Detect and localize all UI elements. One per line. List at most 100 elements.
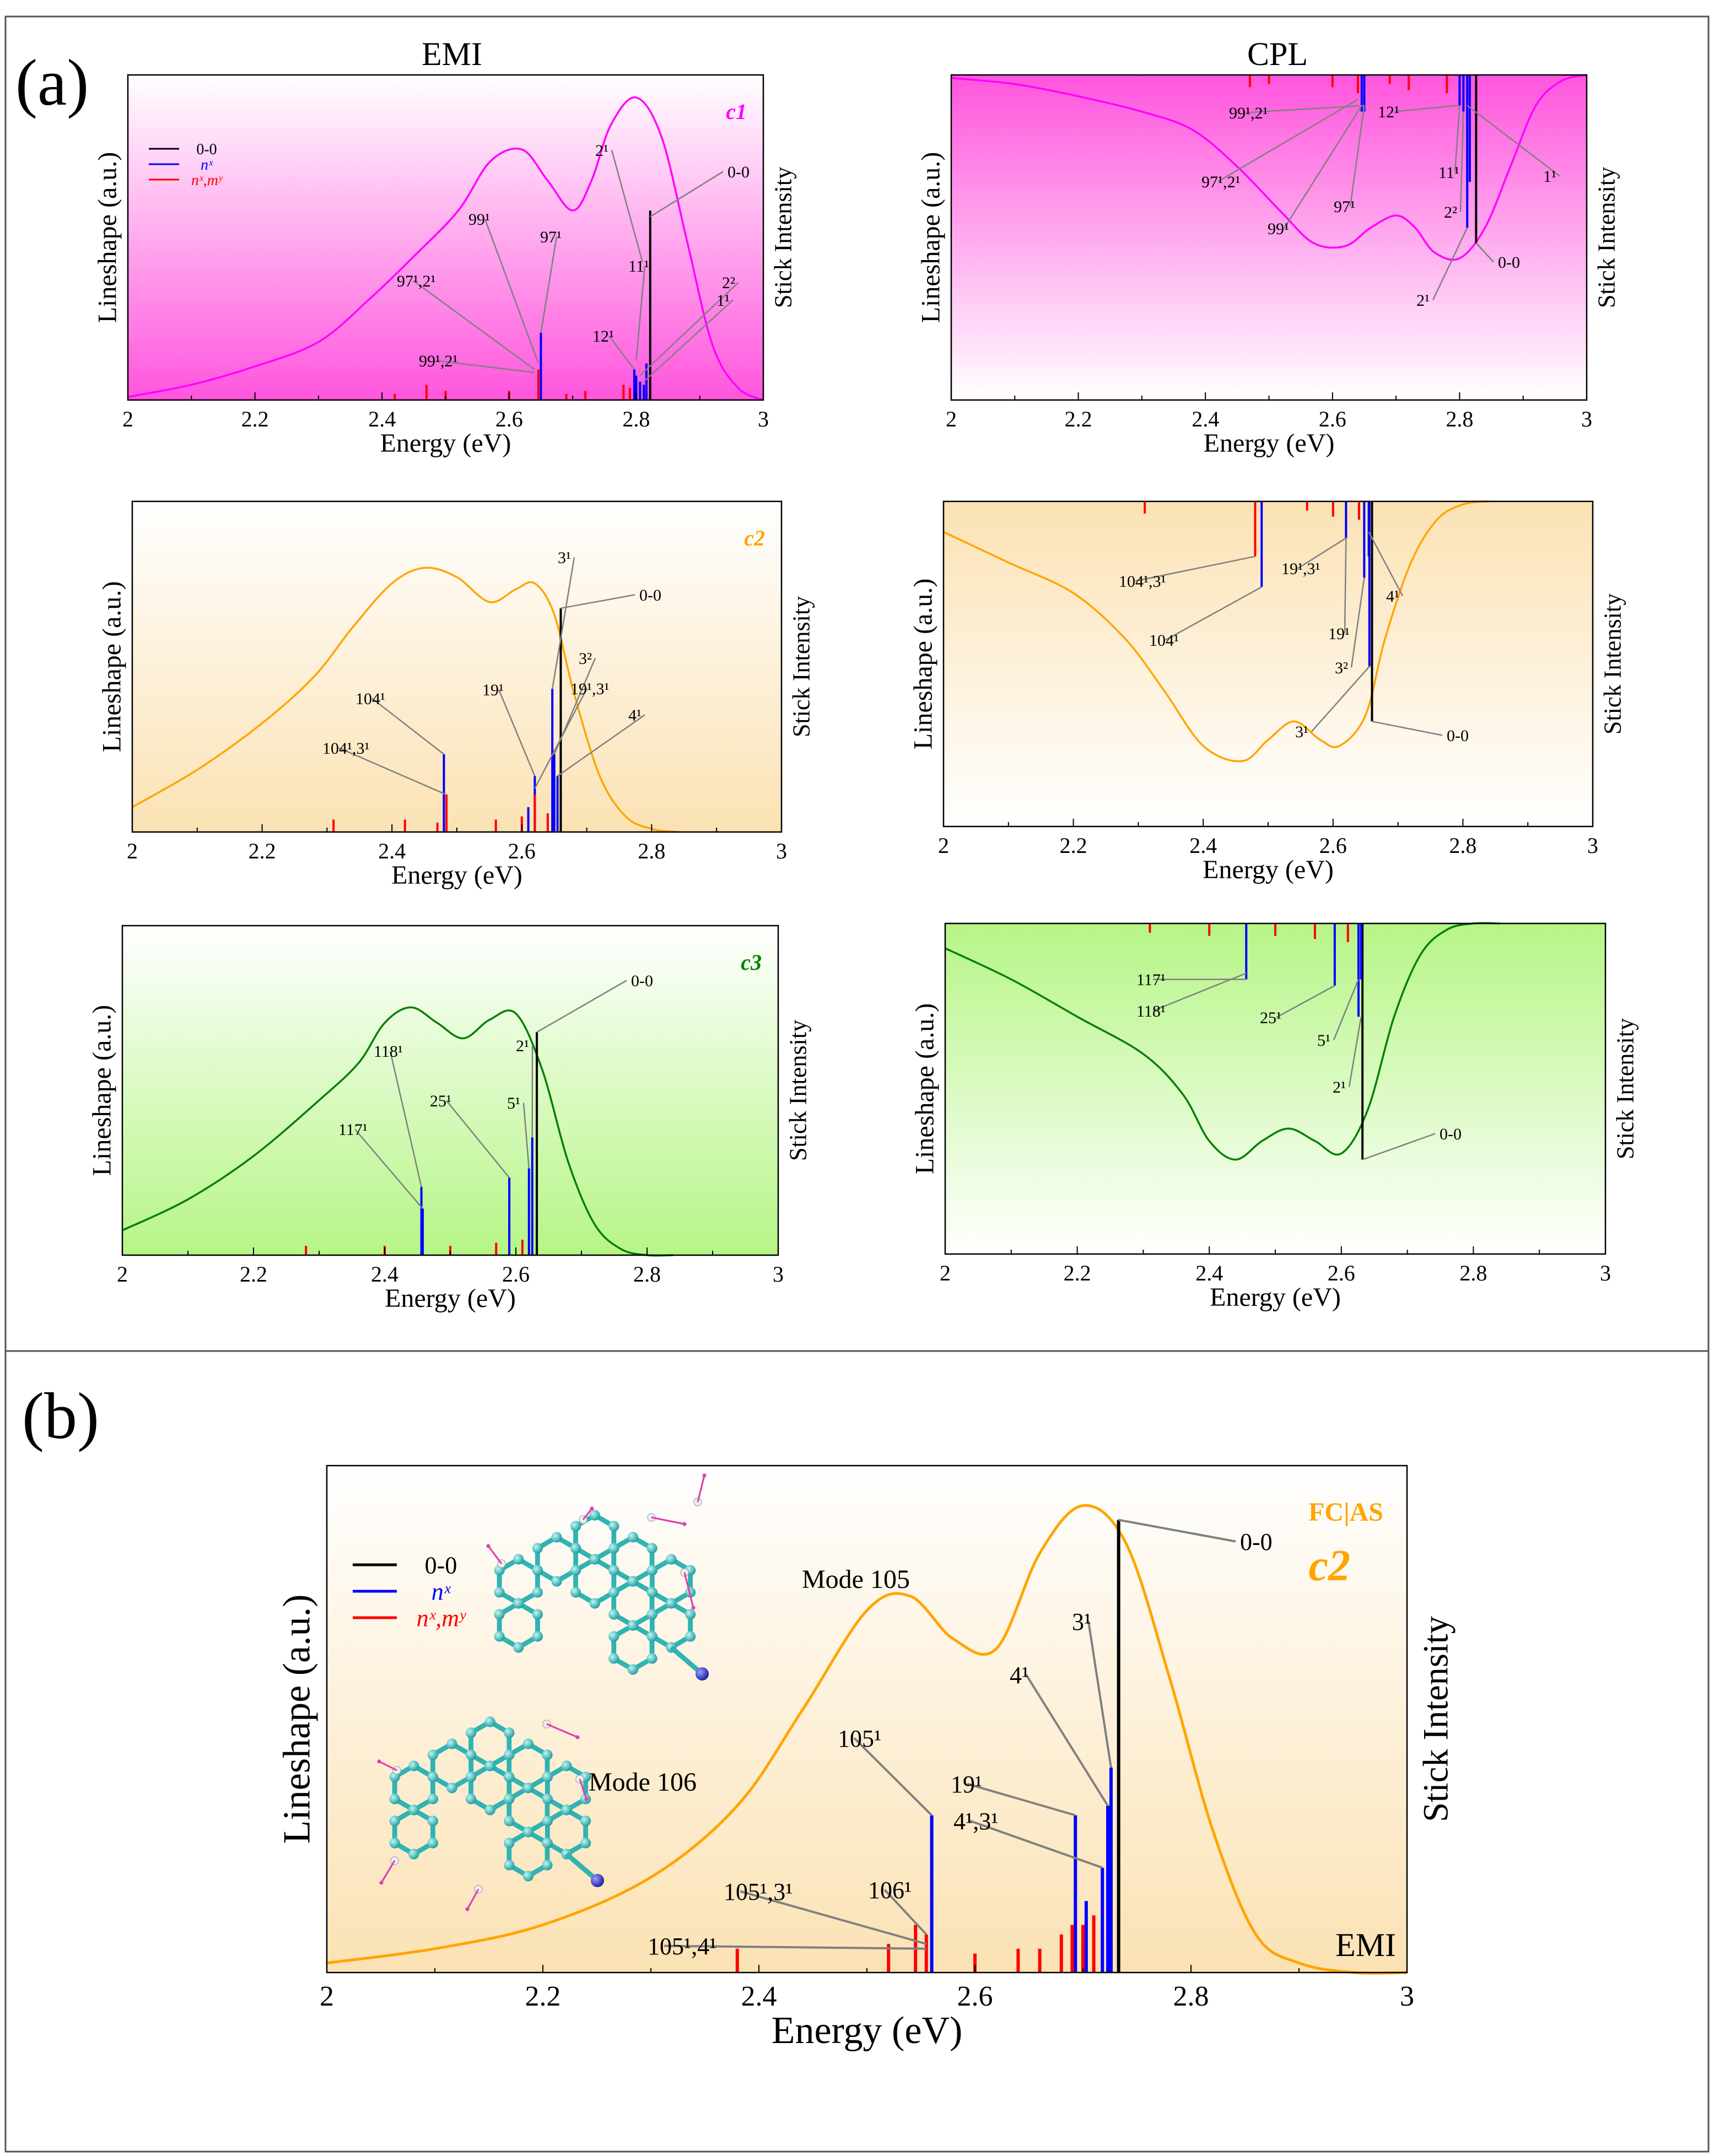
x-axis-label: Energy (eV)	[1204, 429, 1335, 458]
x-tick-label: 2	[127, 839, 138, 863]
x-tick-label: 2.2	[525, 1981, 561, 2012]
x-tick-label: 3	[773, 1262, 784, 1287]
annotation-leader	[1362, 1133, 1436, 1160]
annotation-label: 105¹	[838, 1725, 881, 1752]
x-tick-label: 3	[758, 407, 769, 431]
x-tick-label: 2.4	[741, 1981, 777, 2012]
carbon-atom	[427, 1793, 439, 1804]
annotation-leader	[354, 1128, 423, 1209]
annotation-label: 12¹	[592, 327, 614, 345]
annotation-leader	[853, 1737, 933, 1817]
carbon-atom	[589, 1598, 600, 1609]
carbon-atom	[666, 1598, 677, 1609]
displacement-arrow	[379, 1760, 397, 1771]
carbon-atom	[513, 1554, 524, 1565]
annotation-label: 105¹,3¹	[724, 1878, 793, 1905]
carbon-atom	[608, 1521, 619, 1532]
annotation-leader	[498, 689, 536, 776]
annotation-label: 2¹	[1416, 291, 1430, 310]
annotation-label: 4¹	[1386, 587, 1399, 606]
y-axis-label: Lineshape (a.u.)	[93, 152, 122, 323]
x-tick-label: 2.6	[502, 1262, 530, 1287]
nitrogen-atom	[696, 1667, 709, 1681]
annotation-label: 0-0	[1498, 253, 1520, 272]
annotation-leader	[1118, 1519, 1236, 1543]
annotation-leader	[1432, 227, 1468, 301]
annotation-leader	[664, 1944, 926, 1950]
x-tick-label: 2.2	[1060, 833, 1087, 858]
y2-axis-label: Stick Intensity	[1599, 593, 1626, 734]
annotation-leader	[740, 1890, 927, 1946]
y2-axis-label: Stick Intensity	[784, 1020, 811, 1161]
carbon-atom	[446, 1738, 457, 1749]
x-tick-label: 3	[1600, 1261, 1611, 1285]
annotation-label: 2²	[722, 274, 735, 292]
carbon-atom	[685, 1609, 696, 1620]
annotation-leader	[435, 360, 535, 374]
annotation-label: 19¹	[482, 681, 504, 699]
carbon-atom	[522, 1827, 534, 1838]
carbon-atom	[484, 1716, 495, 1727]
plot-background	[951, 75, 1587, 400]
annotation-label: 99¹,2¹	[1229, 104, 1268, 122]
annotation-label: 2¹	[516, 1037, 529, 1055]
annotation-leader	[1454, 105, 1460, 172]
carbon-atom	[646, 1587, 657, 1598]
carbon-atom	[561, 1804, 572, 1815]
carbon-atom	[542, 1838, 553, 1849]
annotation-label: 117¹	[1136, 971, 1166, 989]
x-axis-label: Energy (eV)	[772, 2009, 963, 2052]
annotation-label: 2¹	[1333, 1078, 1346, 1096]
annotation-label: 4¹	[628, 706, 642, 725]
annotation-label: 117¹	[338, 1121, 368, 1139]
series-title: c1	[726, 99, 747, 124]
x-tick-label: 2.8	[1459, 1261, 1487, 1285]
carbon-atom	[570, 1587, 581, 1598]
plot-background	[132, 501, 781, 832]
annotation-label: 3²	[1335, 659, 1348, 677]
mode-106-label: Mode 106	[589, 1768, 697, 1797]
annotation-label: 105¹,4¹	[648, 1933, 716, 1960]
carbon-atom	[465, 1771, 477, 1782]
chart-c1-emi: 2 2.2 2.4 2.6 2.8 3 Energy (eV) Lineshape (a.u.…	[93, 74, 796, 458]
annotation-leader	[1276, 985, 1335, 1018]
arrow-head	[584, 1797, 589, 1801]
carbon-atom	[465, 1793, 477, 1804]
x-axis-label: Energy (eV)	[1203, 855, 1334, 884]
annotation-leader	[1297, 537, 1347, 569]
bond	[565, 1852, 599, 1883]
displacement-arrow	[683, 1572, 694, 1608]
carbon-atom	[522, 1871, 534, 1882]
outer-frame	[4, 15, 1710, 2153]
annotation-leader	[1348, 1016, 1362, 1087]
legend-label: nˣ,mʸ	[191, 172, 223, 189]
column-title-emi: EMI	[422, 36, 482, 72]
carbon-atom	[608, 1653, 619, 1664]
arrow-head	[575, 1735, 580, 1739]
annotation-leader	[967, 1782, 1076, 1817]
annotation-label: 99¹	[468, 210, 490, 229]
annotation-leader	[371, 698, 445, 755]
carbon-atom	[627, 1576, 638, 1587]
carbon-atom	[465, 1749, 477, 1760]
annotation-label: 2¹	[595, 142, 608, 160]
carbon-atom	[427, 1815, 439, 1827]
annotation-label: 11¹	[1438, 164, 1459, 182]
carbon-atom	[389, 1838, 400, 1849]
annotation-label: 4¹,3¹	[953, 1808, 998, 1835]
annotation-label: 3¹	[558, 549, 571, 567]
carbon-atom	[570, 1565, 581, 1576]
carbon-atom	[513, 1642, 524, 1653]
lineshape-curve	[951, 74, 1587, 261]
carbon-atom	[504, 1838, 515, 1849]
annotation-label: 1¹	[1543, 167, 1556, 186]
annotation-leader	[1217, 99, 1359, 182]
chart-c2-emi: 2 2.2 2.4 2.6 2.8 3 Energy (eV) Lineshape (a.u.…	[97, 500, 815, 890]
x-tick-label: 2	[938, 833, 949, 858]
carbon-atom	[666, 1554, 677, 1565]
bond	[670, 1645, 704, 1676]
carbon-atom	[532, 1587, 543, 1598]
carbon-atom	[465, 1727, 477, 1738]
carbon-atom	[542, 1815, 553, 1827]
displacement-arrow	[651, 1516, 685, 1525]
